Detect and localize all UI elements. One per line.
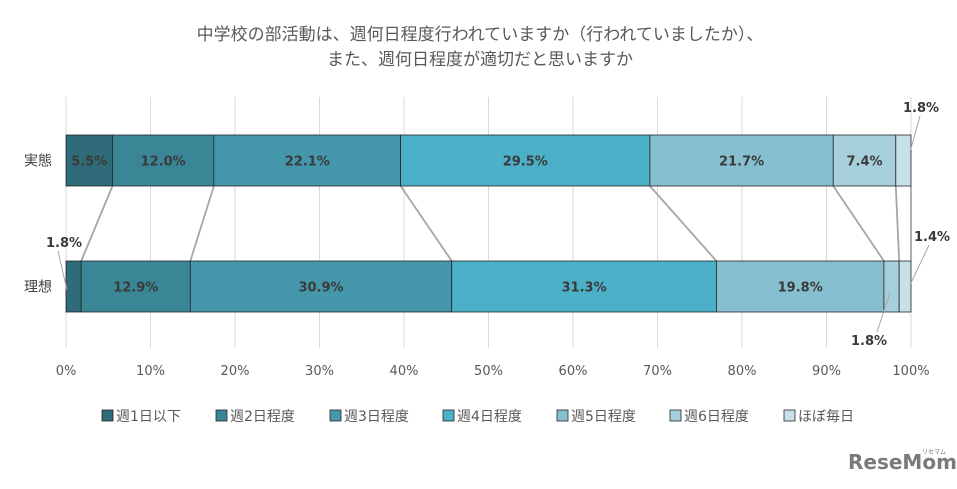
bar-segment	[80, 260, 191, 313]
legend-swatch	[669, 409, 682, 422]
x-tick-label: 40%	[390, 364, 419, 379]
chart-title: 中学校の部活動は、週何日程度行われていますか（行われていましたか）、 また、週何…	[197, 25, 764, 70]
x-tick-label: 90%	[812, 364, 841, 379]
connector-line	[189, 185, 215, 262]
x-tick-label: 0%	[56, 364, 77, 379]
bar-segment	[112, 134, 215, 187]
chart-title-line-1: 中学校の部活動は、週何日程度行われていますか（行われていましたか）、	[197, 25, 764, 45]
x-tick-label: 50%	[474, 364, 503, 379]
connector-line	[399, 185, 453, 262]
connector-line	[894, 185, 901, 262]
data-label: 5.5%	[71, 155, 107, 170]
legend: 週1日以下 週2日程度 週3日程度 週4日程度 週5日程度 週6日程度 ほぼ毎日	[101, 409, 854, 425]
x-tick-label: 30%	[305, 364, 334, 379]
bar-segment	[213, 134, 402, 187]
legend-swatch	[101, 409, 114, 422]
bars	[65, 134, 912, 313]
category-label: 理想	[24, 280, 52, 296]
data-label: 1.8%	[851, 334, 887, 349]
data-label: 1.8%	[46, 236, 82, 251]
category-label: 実態	[24, 154, 52, 170]
resemom-logo-sub: リセマム	[922, 449, 947, 456]
leader-line	[909, 115, 921, 153]
leader-line	[909, 244, 930, 286]
data-label: 12.0%	[141, 155, 186, 170]
x-tick-label: 100%	[892, 364, 929, 379]
x-tick-label: 10%	[136, 364, 165, 379]
connector-lines	[80, 185, 912, 262]
legend-item: 週2日程度	[215, 409, 295, 425]
x-tick-label: 20%	[221, 364, 250, 379]
bar-segment	[898, 260, 912, 313]
legend-label: 週6日程度	[684, 409, 749, 425]
x-axis: 0% 10% 20% 30% 40% 50% 60% 70% 80% 90% 100%	[56, 364, 930, 379]
data-label: 1.8%	[903, 101, 939, 116]
data-label: 7.4%	[846, 155, 882, 170]
data-label: 22.1%	[285, 155, 330, 170]
legend-item: 週3日程度	[329, 409, 409, 425]
resemom-logo: ReseMom	[848, 450, 957, 474]
legend-label: ほぼ毎日	[798, 409, 854, 425]
legend-item: ほぼ毎日	[783, 409, 854, 425]
bar-segment	[400, 134, 651, 187]
legend-swatch	[556, 409, 569, 422]
legend-swatch	[783, 409, 796, 422]
legend-label: 週3日程度	[344, 409, 409, 425]
chart-title-line-2: また、週何日程度が適切だと思いますか	[327, 50, 633, 70]
legend-swatch	[329, 409, 342, 422]
bar-segment	[65, 260, 82, 313]
legend-item: 週4日程度	[442, 409, 522, 425]
legend-item: 週5日程度	[556, 409, 636, 425]
legend-swatch	[442, 409, 455, 422]
bar-segment	[65, 134, 113, 187]
legend-item: 週6日程度	[669, 409, 749, 425]
connector-line	[832, 185, 885, 262]
bar-segment	[189, 260, 453, 313]
bar-segment	[716, 260, 885, 313]
data-label: 21.7%	[719, 155, 764, 170]
bar-segment	[832, 134, 897, 187]
legend-label: 週4日程度	[457, 409, 522, 425]
leader-line	[876, 292, 891, 333]
data-label: 19.8%	[778, 281, 823, 296]
legend-swatch	[215, 409, 228, 422]
data-label: 29.5%	[503, 155, 548, 170]
legend-label: 週2日程度	[230, 409, 295, 425]
data-label: 1.4%	[914, 230, 950, 245]
leader-line	[57, 250, 68, 291]
bar-segment	[895, 134, 912, 187]
legend-label: 週5日程度	[571, 409, 636, 425]
data-label: 31.3%	[562, 281, 607, 296]
x-tick-label: 70%	[643, 364, 672, 379]
legend-label: 週1日以下	[116, 409, 181, 425]
legend-item: 週1日以下	[101, 409, 181, 425]
data-labels: 5.5% 12.0% 22.1% 29.5% 21.7% 7.4% 12.9% 30.9% 31…	[46, 101, 950, 349]
x-tick-label: 60%	[559, 364, 588, 379]
x-tick-label: 80%	[728, 364, 757, 379]
bar-segment	[649, 134, 834, 187]
data-label: 30.9%	[298, 281, 343, 296]
data-label: 12.9%	[113, 281, 158, 296]
connector-line	[649, 185, 718, 262]
connector-line	[80, 185, 114, 262]
